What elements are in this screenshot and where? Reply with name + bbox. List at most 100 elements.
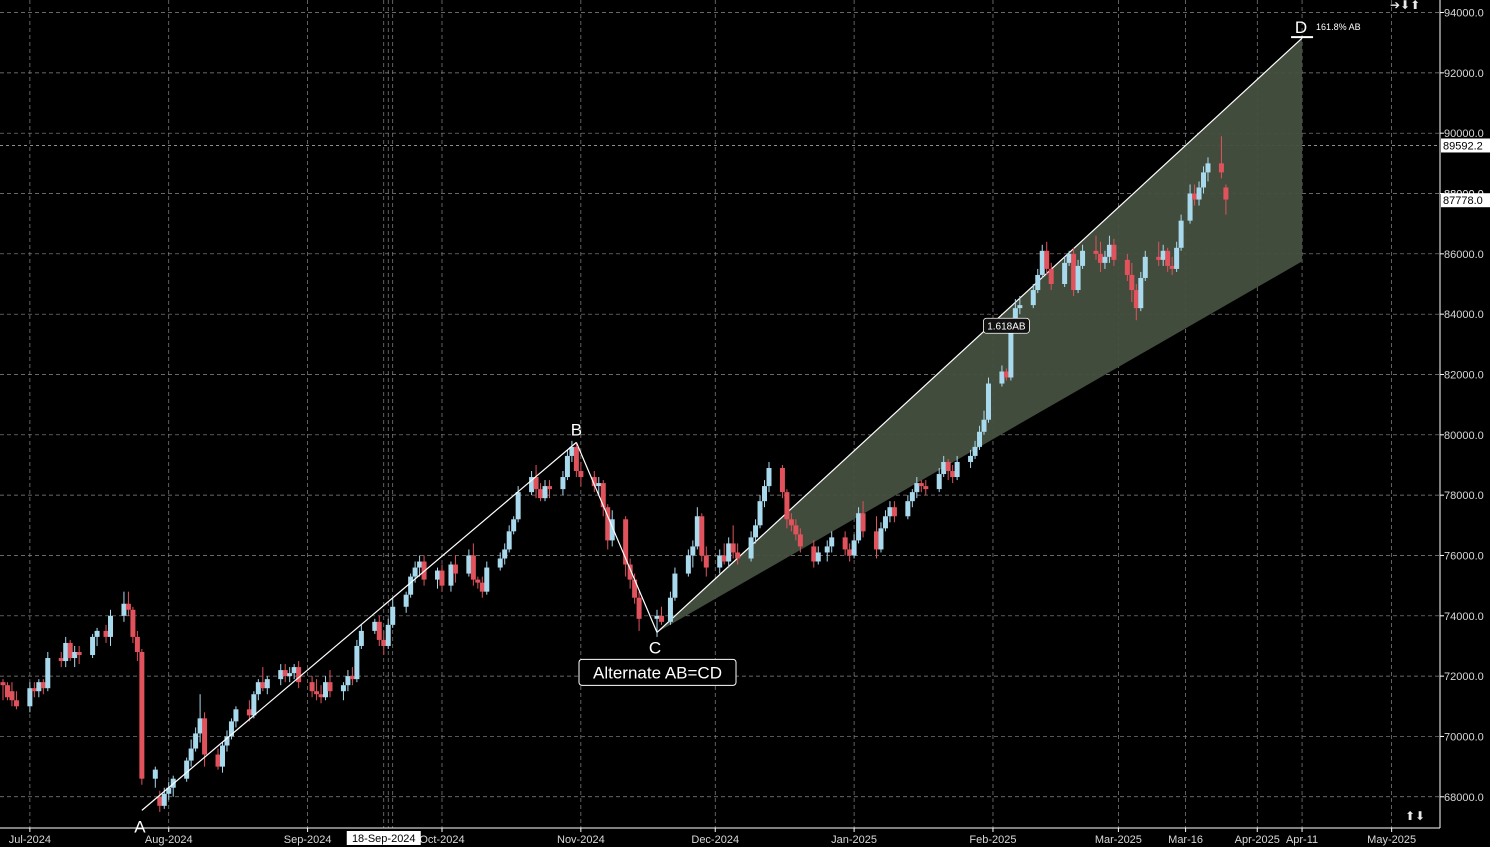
candle xyxy=(1169,256,1175,275)
candle-body xyxy=(941,461,947,475)
candle xyxy=(1160,244,1166,266)
y-tick-label: 68000.0 xyxy=(1444,792,1484,804)
candle xyxy=(219,742,225,773)
candle-body xyxy=(381,639,387,646)
candle-body xyxy=(753,525,759,538)
candle xyxy=(296,661,302,689)
candle xyxy=(9,682,15,707)
candle-body xyxy=(1196,187,1202,200)
candle-body xyxy=(1201,172,1207,188)
candle xyxy=(829,531,835,553)
candle-body xyxy=(233,709,239,722)
candle-body xyxy=(412,567,418,577)
candle xyxy=(779,464,785,499)
candle-body xyxy=(874,531,880,550)
candle-body xyxy=(1066,253,1072,263)
candle xyxy=(891,501,897,523)
candle-body xyxy=(497,558,503,568)
candle xyxy=(909,489,915,508)
candle xyxy=(1071,247,1077,297)
y-tick-label: 74000.0 xyxy=(1444,611,1484,623)
candle-body xyxy=(188,748,194,761)
scroll-arrows-top[interactable]: ➔⬇⬆ xyxy=(1390,0,1421,12)
candle xyxy=(1106,235,1112,263)
ab-cd-pattern[interactable]: A B C D 161.8% AB Alternate AB=CD 1.618AB xyxy=(134,18,1360,836)
candle-body xyxy=(1102,256,1108,263)
candle-body xyxy=(506,531,512,550)
candle-body xyxy=(784,492,790,520)
candle-body xyxy=(721,555,727,562)
candle xyxy=(954,455,960,481)
candle-body xyxy=(658,615,664,622)
candle xyxy=(1178,214,1184,251)
candle xyxy=(327,670,333,698)
candle xyxy=(197,694,203,743)
candle xyxy=(546,480,552,499)
candle-body xyxy=(972,446,978,456)
candle xyxy=(784,489,790,529)
candle-body xyxy=(735,552,741,559)
candle-body xyxy=(918,483,924,487)
candle-body xyxy=(891,507,897,517)
candle xyxy=(860,501,866,538)
candle xyxy=(529,471,535,496)
candle xyxy=(385,618,391,649)
candle-body xyxy=(887,507,893,517)
candle xyxy=(735,543,741,565)
candle xyxy=(605,504,611,550)
candle-body xyxy=(224,736,230,746)
candle xyxy=(139,648,145,785)
candle xyxy=(573,443,579,478)
x-tick-label: May-2025 xyxy=(1367,834,1416,846)
candle-body xyxy=(685,555,691,574)
candle xyxy=(847,543,853,562)
candle-body xyxy=(578,471,584,478)
candle-body xyxy=(748,537,754,559)
candle-body xyxy=(1138,277,1144,309)
candle xyxy=(497,552,503,571)
x-tick-label: Oct-2024 xyxy=(419,834,464,846)
candle-body xyxy=(376,621,382,640)
scroll-arrows-bottom[interactable]: ⬆⬇ xyxy=(1405,809,1426,823)
pattern-name-box[interactable]: Alternate AB=CD xyxy=(578,658,737,686)
fib-marker[interactable]: 1.618AB xyxy=(983,317,1030,334)
candle-body xyxy=(323,682,329,698)
candle-body xyxy=(762,486,768,502)
candle xyxy=(636,591,642,631)
candle xyxy=(600,480,606,517)
candle xyxy=(999,365,1005,387)
candle-body xyxy=(4,685,10,698)
candle xyxy=(882,510,888,532)
candle-body xyxy=(309,682,315,692)
candle-body xyxy=(627,564,633,580)
candle-body xyxy=(779,468,785,493)
candle-body xyxy=(291,667,297,674)
candle xyxy=(381,630,387,656)
candle xyxy=(815,546,821,565)
last-price-tag xyxy=(1441,193,1490,208)
candle-body xyxy=(103,630,109,637)
y-tick-label: 90000.0 xyxy=(1444,128,1484,140)
candle xyxy=(417,555,423,577)
candle-body xyxy=(1192,193,1198,200)
candle-body xyxy=(345,676,351,686)
candle-body xyxy=(856,513,862,541)
candle-body xyxy=(36,682,42,692)
candle-body xyxy=(1174,247,1180,269)
candle xyxy=(470,543,476,586)
candle-body xyxy=(287,673,293,677)
candle-body xyxy=(515,492,521,520)
candle-body xyxy=(968,455,974,462)
candle xyxy=(726,537,732,568)
candle-body xyxy=(296,667,302,683)
candle xyxy=(748,531,754,562)
candle-body xyxy=(372,621,378,631)
candle xyxy=(479,576,485,598)
candle xyxy=(224,730,230,752)
candle xyxy=(842,531,848,556)
candle-body xyxy=(591,477,597,487)
candle xyxy=(1138,271,1144,312)
candle-body xyxy=(842,537,848,550)
